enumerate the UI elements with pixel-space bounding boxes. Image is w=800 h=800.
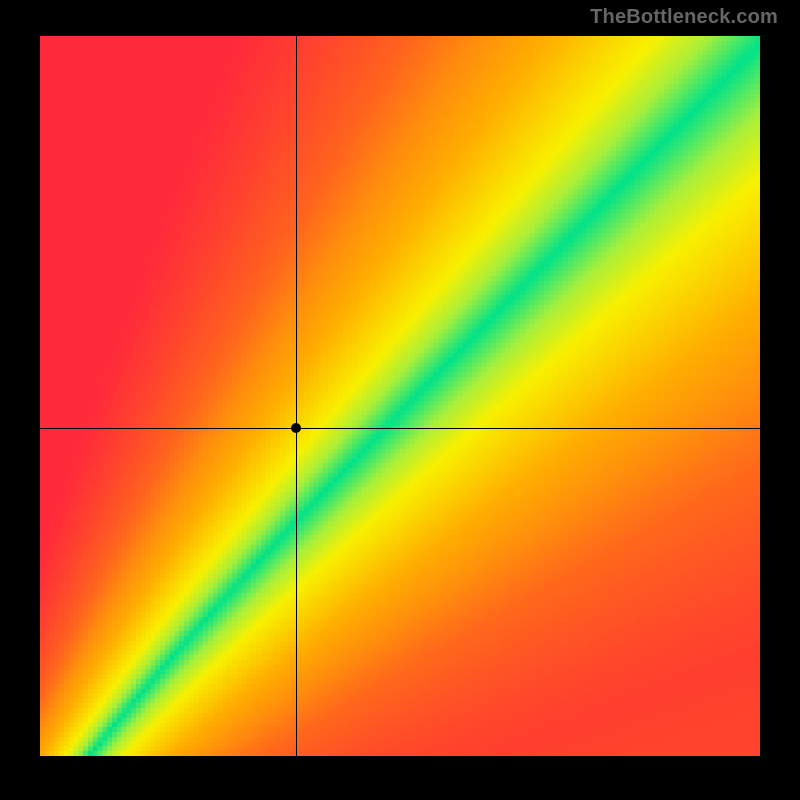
data-point-marker	[291, 423, 301, 433]
heatmap-canvas	[40, 36, 760, 756]
crosshair-vertical	[296, 36, 297, 756]
plot-area	[40, 36, 760, 756]
crosshair-horizontal	[40, 428, 760, 429]
watermark-text: TheBottleneck.com	[590, 6, 778, 29]
chart-container: TheBottleneck.com	[0, 0, 800, 800]
